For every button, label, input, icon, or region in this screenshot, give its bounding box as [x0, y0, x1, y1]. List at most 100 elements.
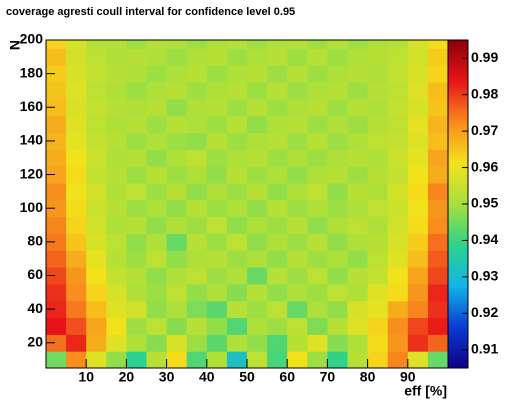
heatmap-cell [146, 48, 168, 66]
heatmap-cell [206, 65, 228, 83]
heatmap-cell [206, 216, 228, 234]
heatmap-cell [206, 48, 228, 66]
heatmap-cell [407, 216, 429, 234]
heatmap-cell [186, 250, 208, 268]
heatmap-cell [247, 233, 268, 251]
heatmap-cell [126, 351, 147, 369]
heatmap-cell [86, 267, 107, 285]
heatmap-cell [407, 98, 429, 117]
heatmap-cell [206, 40, 228, 49]
heatmap-cell [427, 40, 449, 49]
heatmap-cell [106, 233, 127, 251]
heatmap-cell [46, 82, 67, 100]
heatmap-cell [66, 300, 87, 319]
heatmap-cell [106, 48, 127, 66]
heatmap-cell [226, 267, 248, 285]
heatmap-cell [86, 283, 107, 302]
heatmap-cell [106, 132, 127, 150]
heatmap-cell [247, 250, 268, 268]
heatmap-cell [407, 199, 429, 218]
heatmap-cell [307, 132, 328, 150]
heatmap-cell [226, 351, 248, 369]
heatmap-cell [247, 98, 268, 117]
heatmap-cell [166, 317, 188, 335]
heatmap-cell [307, 82, 328, 100]
heatmap-cell [347, 82, 369, 100]
heatmap-cell [387, 98, 409, 117]
colorbar-tick-label: 0.91 [471, 340, 498, 356]
heatmap-cell [206, 233, 228, 251]
heatmap-cell [407, 182, 429, 201]
heatmap-cell [66, 351, 87, 369]
heatmap-cell [347, 132, 369, 150]
heatmap-cell [387, 182, 409, 201]
heatmap-cell [166, 65, 188, 83]
heatmap-cell [387, 40, 409, 49]
y-tick-label: 20 [27, 333, 43, 349]
heatmap-cell [327, 283, 348, 302]
heatmap-cell [46, 334, 67, 352]
y-tick-label: 80 [27, 233, 43, 249]
heatmap-cell [307, 233, 328, 251]
heatmap-cell [46, 317, 67, 335]
heatmap-cell [126, 216, 147, 234]
heatmap-cell [46, 149, 67, 167]
heatmap-cell [146, 233, 168, 251]
heatmap-cell [327, 317, 348, 335]
heatmap-cell [247, 182, 268, 201]
heatmap-cell [206, 250, 228, 268]
heatmap-cell [387, 82, 409, 100]
heatmap-cell [146, 216, 168, 234]
heatmap-cell [327, 166, 348, 184]
heatmap-cell [106, 115, 127, 134]
heatmap-cell [66, 132, 87, 150]
heatmap-cell [407, 267, 429, 285]
heatmap-cell [166, 216, 188, 234]
heatmap-cell [206, 199, 228, 218]
heatmap-cell [427, 166, 449, 184]
heatmap-cell [186, 216, 208, 234]
heatmap-cell [267, 98, 288, 117]
heatmap-cell [247, 283, 268, 302]
heatmap-cell [407, 250, 429, 268]
heatmap-cell [126, 65, 147, 83]
chart-title: coverage agresti coull interval for conf… [6, 6, 295, 18]
heatmap-cell [226, 98, 248, 117]
heatmap-cell [247, 300, 268, 319]
heatmap-cell [347, 250, 369, 268]
heatmap-cell [387, 233, 409, 251]
heatmap-cell [367, 40, 389, 49]
heatmap-cell [126, 317, 147, 335]
heatmap-cell [427, 351, 449, 369]
heatmap-cell [186, 132, 208, 150]
heatmap-cell [347, 149, 369, 167]
heatmap-cell [367, 216, 389, 234]
heatmap-cell [367, 166, 389, 184]
heatmap-cell [46, 98, 67, 117]
heatmap-cell [66, 267, 87, 285]
y-tick-label: 180 [20, 64, 44, 80]
heatmap-cell [86, 334, 107, 352]
heatmap-cell [106, 98, 127, 117]
y-tick-label: 60 [27, 266, 43, 282]
heatmap-cell [146, 40, 168, 49]
heatmap-cell [347, 283, 369, 302]
heatmap-cell [247, 115, 268, 134]
heatmap-cell [146, 351, 168, 369]
x-tick-label: 20 [119, 369, 135, 385]
heatmap-cell [186, 65, 208, 83]
heatmap-cell [267, 132, 288, 150]
heatmap-cell [166, 182, 188, 201]
heatmap-cell [347, 351, 369, 369]
heatmap-cell [267, 283, 288, 302]
heatmap-cell [347, 40, 369, 49]
colorbar-tick-label: 0.92 [471, 304, 498, 320]
heatmap-cell [387, 132, 409, 150]
heatmap-cell [367, 149, 389, 167]
heatmap-cell [126, 199, 147, 218]
heatmap-cell [226, 115, 248, 134]
heatmap-cell [307, 317, 328, 335]
heatmap-cell [407, 115, 429, 134]
heatmap-cell [66, 115, 87, 134]
